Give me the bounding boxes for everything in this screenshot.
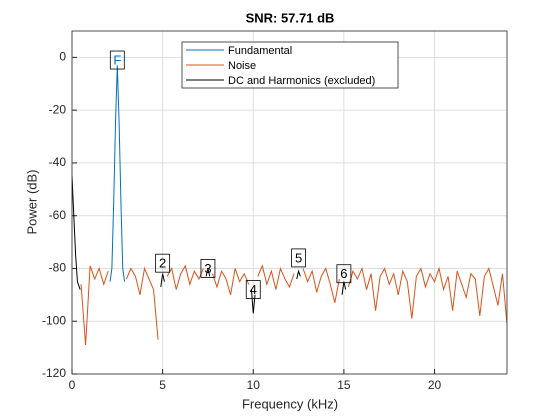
chart-title: SNR: 57.71 dB <box>246 10 335 25</box>
x-tick-label: 20 <box>428 378 442 392</box>
y-tick-label: -60 <box>49 208 67 222</box>
y-tick-label: -40 <box>49 155 67 169</box>
annotation-label: 5 <box>295 250 302 265</box>
y-tick-label: -80 <box>49 261 67 275</box>
x-tick-label: 15 <box>337 378 351 392</box>
y-axis-label: Power (dB) <box>24 169 39 234</box>
annotation-box <box>291 248 306 268</box>
annotation-box <box>200 259 216 278</box>
annotation-box <box>336 264 352 284</box>
x-tick-label: 5 <box>159 378 166 392</box>
x-axis-label: Frequency (kHz) <box>242 396 338 411</box>
y-tick-label: -100 <box>42 313 66 327</box>
y-tick-label: -20 <box>49 102 67 116</box>
series-line <box>72 176 347 314</box>
annotation-box <box>245 280 261 299</box>
y-tick-label: -120 <box>42 366 66 380</box>
annotation-label: 2 <box>159 256 166 271</box>
annotation-label: 4 <box>250 282 257 297</box>
annotation-label: F <box>113 52 121 67</box>
annotation-box <box>109 50 125 70</box>
annotation-label: 6 <box>340 266 347 281</box>
x-tick-label: 10 <box>247 378 261 392</box>
series-line <box>80 264 507 346</box>
annotation-label: 3 <box>204 261 211 276</box>
y-tick-label: 0 <box>59 50 66 64</box>
annotation-box <box>155 253 171 273</box>
x-tick-label: 0 <box>69 378 76 392</box>
legend-label: DC and Harmonics (excluded) <box>228 75 375 87</box>
legend-label: Fundamental <box>228 45 292 57</box>
axes-box <box>71 30 508 375</box>
legend-label: Noise <box>228 60 256 72</box>
series-line <box>109 65 126 282</box>
